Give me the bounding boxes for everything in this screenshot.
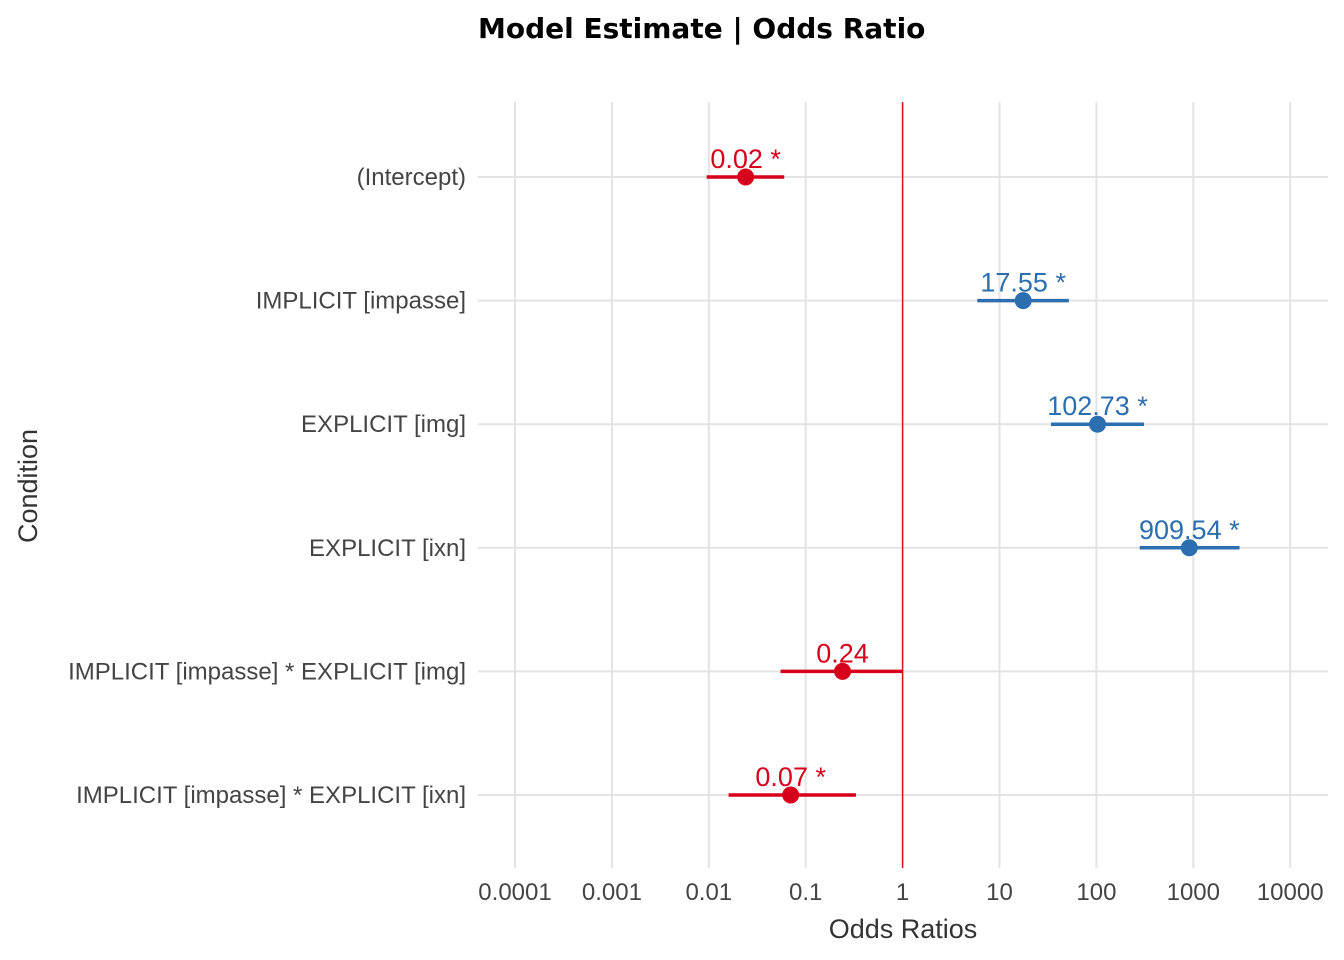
x-tick-label: 0.0001 [478,879,551,906]
estimate-label: 17.55 * [980,268,1066,298]
condition-label: IMPLICIT [impasse] * EXPLICIT [img] [68,658,466,685]
estimate-point [737,168,755,186]
estimate-point [1014,292,1032,310]
condition-label: IMPLICIT [impasse] * EXPLICIT [ixn] [76,782,466,809]
chart-title: Model Estimate | Odds Ratio [478,12,925,45]
x-axis-title: Odds Ratios [829,914,978,944]
condition-labels: (Intercept) IMPLICIT [impasse] EXPLICIT [i… [68,164,466,809]
x-tick-label: 1000 [1167,879,1220,906]
estimate-marks: 0.02 * 17.55 * 102.73 * 909.54 * 0.24 0.07 * [706,144,1240,804]
x-tick-label: 10 [986,879,1013,906]
x-tick-label: 100 [1076,879,1116,906]
x-tick-label: 0.1 [789,879,822,906]
condition-label: EXPLICIT [ixn] [309,535,466,562]
x-tick-label: 10000 [1257,879,1324,906]
estimate-label: 102.73 * [1047,391,1148,421]
x-tick-label: 1 [896,879,909,906]
estimate-point [834,662,852,680]
condition-label: (Intercept) [357,164,466,191]
estimate-label: 0.02 * [710,144,781,174]
estimate-point [1089,415,1107,433]
y-axis-title: Condition [13,429,43,543]
estimate-point [782,786,800,804]
estimate-point [1180,539,1198,557]
estimate-label: 909.54 * [1139,515,1240,545]
estimate-label: 0.24 [816,638,869,668]
x-tick-label: 0.001 [582,879,642,906]
condition-label: IMPLICIT [impasse] [256,288,466,315]
x-tick-labels: 0.0001 0.001 0.01 0.1 1 10 100 1000 10000 [478,879,1323,906]
x-tick-label: 0.01 [685,879,732,906]
condition-label: EXPLICIT [img] [301,411,466,438]
estimate-label: 0.07 * [755,762,826,792]
